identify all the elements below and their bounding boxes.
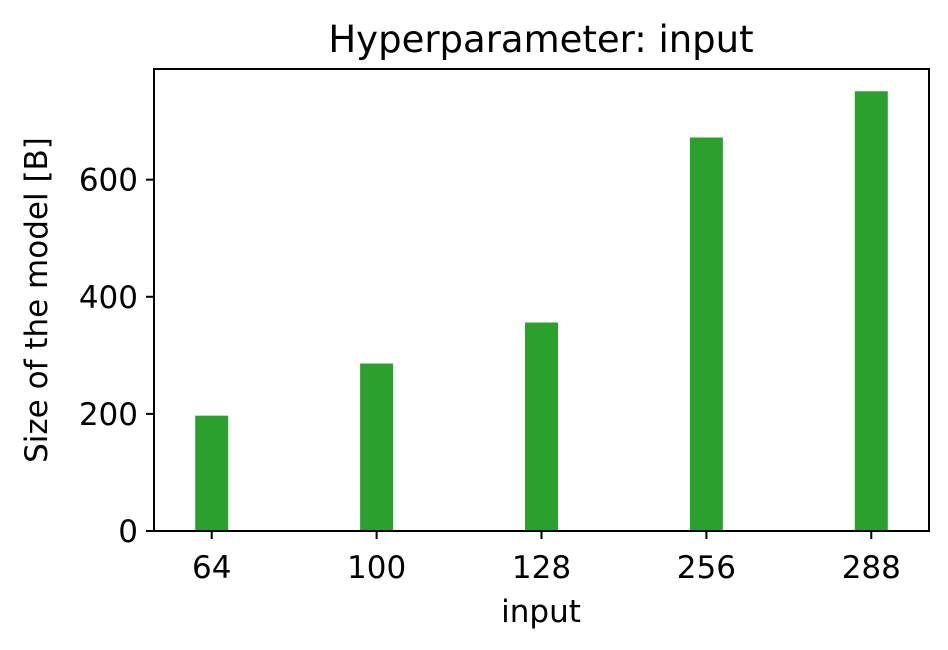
y-tick-label: 400	[79, 280, 138, 316]
plot-frame	[153, 68, 930, 532]
y-axis-ticks: 0 200 400 600	[79, 163, 154, 550]
y-tick-label: 0	[118, 514, 138, 550]
bar-100	[360, 363, 394, 531]
chart-title: Hyperparameter: input	[328, 18, 753, 61]
bar-256	[689, 137, 723, 531]
bars-group	[195, 91, 888, 531]
x-tick-label: 256	[677, 550, 736, 586]
x-tick-label: 64	[192, 550, 231, 586]
x-axis-label: input	[501, 594, 581, 630]
y-axis-label: Size of the model [B]	[19, 137, 55, 463]
y-tick-label: 200	[79, 397, 138, 433]
bar-128	[525, 322, 558, 531]
x-axis-ticks: 64 100 128 256 288	[192, 531, 901, 586]
y-tick-label: 600	[79, 163, 138, 199]
bar-64	[195, 415, 229, 531]
x-tick-label: 128	[512, 550, 571, 586]
bar-288	[854, 91, 888, 531]
x-tick-label: 100	[347, 550, 406, 586]
x-tick-label: 288	[842, 550, 901, 586]
